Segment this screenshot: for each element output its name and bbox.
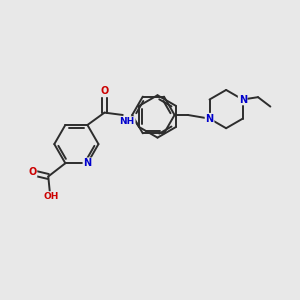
Text: N: N (83, 158, 92, 168)
Text: O: O (100, 86, 109, 96)
Text: N: N (238, 94, 247, 104)
Text: N: N (206, 114, 214, 124)
Text: OH: OH (43, 192, 58, 201)
Text: NH: NH (120, 117, 135, 126)
Text: O: O (28, 167, 37, 177)
